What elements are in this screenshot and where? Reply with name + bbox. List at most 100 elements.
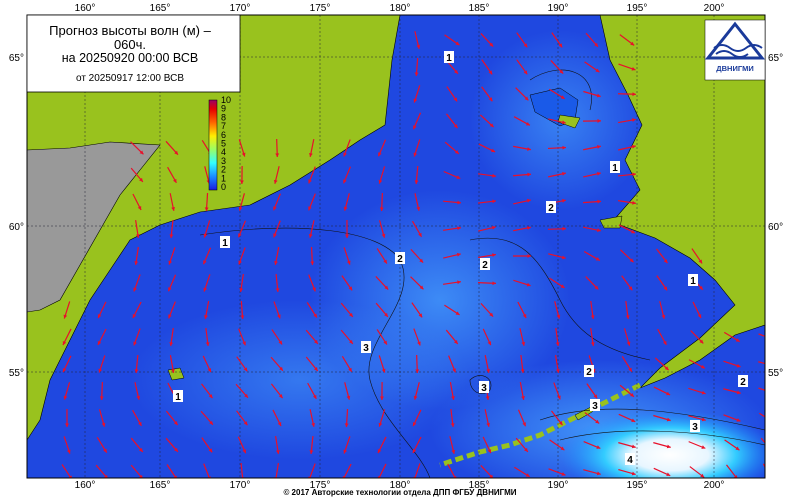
- arrow: [758, 387, 765, 391]
- arrow-head: [557, 395, 561, 400]
- arrow-head: [173, 178, 177, 183]
- arrow: [308, 220, 315, 238]
- arrow: [343, 166, 351, 184]
- high-wave-area: [560, 410, 765, 478]
- arrow-head: [521, 396, 525, 400]
- arrow-head: [632, 172, 636, 177]
- arrow-head: [631, 418, 636, 422]
- arrow-shaft: [758, 361, 765, 365]
- arrow-head: [452, 475, 457, 478]
- arrow-head: [450, 423, 455, 427]
- arrow-head: [524, 447, 528, 452]
- arrow: [379, 192, 384, 212]
- arrow: [240, 300, 245, 320]
- arrow-head: [666, 472, 671, 476]
- arrow: [447, 463, 457, 478]
- arrow: [168, 247, 176, 265]
- arrow: [310, 246, 315, 266]
- arrow-head: [628, 367, 632, 372]
- arrow: [378, 166, 386, 184]
- arrow: [517, 409, 527, 427]
- arrow-head: [62, 368, 67, 373]
- arrow: [273, 220, 281, 238]
- arrow: [413, 328, 421, 346]
- arrow-head: [242, 341, 246, 346]
- arrow-head: [416, 206, 421, 211]
- arrow-head: [308, 179, 312, 184]
- arrow: [204, 192, 209, 212]
- arrow: [480, 302, 494, 318]
- arrow: [309, 435, 314, 455]
- arrow: [275, 138, 280, 158]
- contour-label-box: [688, 274, 698, 286]
- arrow: [653, 467, 671, 477]
- arrow: [414, 165, 419, 185]
- lon-label-bottom: 170°: [230, 480, 251, 491]
- base-time: от 20250917 12:00 ВСВ: [76, 73, 184, 84]
- lon-label-bottom: 175°: [310, 480, 331, 491]
- arrow-head: [174, 447, 178, 452]
- arrow-head: [413, 98, 418, 103]
- arrow: [726, 464, 738, 478]
- arrow-head: [238, 260, 242, 265]
- arrow-head: [101, 422, 106, 427]
- arrow-head: [204, 207, 209, 211]
- sea-shade: [130, 300, 470, 460]
- arrow: [343, 139, 351, 157]
- arrow: [308, 193, 316, 211]
- arrow: [585, 276, 599, 290]
- arrow-head: [628, 286, 633, 291]
- map-frame: [26, 14, 766, 479]
- arrow: [689, 466, 705, 478]
- arrow: [759, 412, 765, 418]
- arrow-head: [278, 340, 283, 345]
- arrow-shaft: [758, 333, 765, 337]
- arrow-head: [595, 68, 600, 73]
- arrow: [519, 382, 525, 400]
- arrow-head: [413, 395, 418, 400]
- contour-label-box: [610, 161, 620, 173]
- arrow-head: [526, 198, 531, 203]
- contour-label: 3: [363, 343, 369, 354]
- contour-line: [469, 375, 492, 394]
- arrow-head: [701, 390, 706, 395]
- arrow-head: [524, 96, 529, 101]
- arrow: [443, 252, 461, 259]
- footer: © 2017 Авторские технологии отдела ДПП Ф…: [283, 488, 516, 497]
- arrow-head: [491, 225, 496, 230]
- arrow-head: [453, 97, 458, 102]
- arrow: [271, 329, 283, 345]
- arrow: [688, 441, 706, 449]
- arrow-head: [204, 315, 208, 319]
- arrow-head: [772, 364, 776, 368]
- arrow: [656, 275, 668, 291]
- lon-label-bottom: 165°: [150, 480, 171, 491]
- arrow: [547, 226, 567, 231]
- contours: [199, 69, 765, 478]
- arrow-head: [413, 125, 417, 130]
- arrow-head: [68, 475, 72, 478]
- arrow: [442, 200, 462, 205]
- arrow-head: [97, 341, 102, 346]
- arrow-head: [485, 396, 490, 400]
- arrow-head: [343, 152, 347, 157]
- arrow-head: [736, 418, 741, 422]
- arrow: [478, 253, 496, 259]
- arrow: [415, 354, 420, 374]
- forecast-time: на 20250920 00:00 ВСВ: [62, 51, 198, 65]
- arrow-head: [632, 118, 636, 122]
- arrow: [134, 382, 141, 400]
- arrow: [445, 329, 459, 345]
- arrow-head: [384, 312, 388, 317]
- arrow: [516, 59, 528, 75]
- arrow-head: [597, 199, 601, 204]
- lon-label-bottom: 190°: [548, 480, 569, 491]
- arrow: [378, 220, 386, 238]
- arrow: [477, 199, 497, 204]
- arrow: [758, 361, 776, 368]
- arrow: [515, 437, 529, 453]
- arrow-head: [561, 199, 566, 203]
- arrow: [619, 384, 635, 398]
- arrow-head: [492, 253, 496, 257]
